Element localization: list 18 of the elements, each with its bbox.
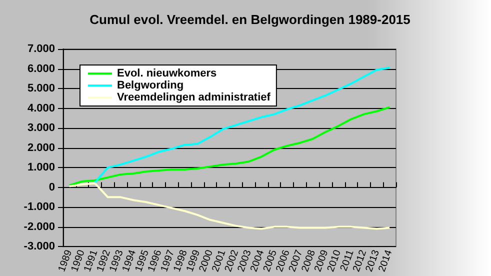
line-series [68, 182, 391, 230]
y-tick-label: 1.000 [27, 162, 55, 174]
y-tick-label: -3.000 [24, 240, 55, 253]
y-tick-label: 7.000 [27, 43, 55, 55]
line-series [68, 106, 391, 186]
legend-label: Vreemdelingen administratief [117, 92, 271, 104]
chart-title: Cumul evol. Vreemdel. en Belgwordingen 1989-2015 [90, 12, 410, 27]
y-tick-label: -1.000 [24, 201, 55, 214]
y-tick-label: 5.000 [27, 82, 55, 95]
y-tick-label: 0 [48, 181, 55, 194]
line-series [94, 66, 391, 184]
legend-label: Belgwording [117, 80, 184, 92]
y-tick-label: 4.000 [27, 102, 55, 114]
legend-label: Evol. nieuwkomers [117, 68, 217, 80]
y-tick-label: -2.000 [24, 220, 55, 233]
y-tick-label: 3.000 [27, 122, 55, 134]
y-tick-label: 6.000 [27, 62, 55, 75]
y-tick-label: 2.000 [27, 142, 55, 154]
